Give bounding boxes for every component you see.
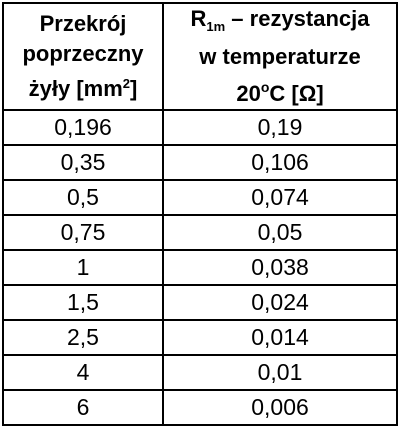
header-row: Przekrój poprzeczny żyły [mm2] R1m – rez…	[2, 2, 398, 111]
resistance-table: Przekrój poprzeczny żyły [mm2] R1m – rez…	[2, 2, 398, 426]
cell-resistance: 0,006	[162, 389, 398, 426]
cell-resistance: 0,05	[162, 214, 398, 251]
header-resistance: R1m – rezystancja w temperaturze 20oC [Ω…	[162, 2, 398, 111]
table-row: 2,5 0,014	[2, 319, 398, 356]
cell-cross-section: 1,5	[2, 284, 164, 321]
header-cross-section: Przekrój poprzeczny żyły [mm2]	[2, 2, 164, 111]
header-resistance-line1: R1m – rezystancja	[164, 4, 396, 42]
table-row: 0,35 0,106	[2, 144, 398, 181]
cell-resistance: 0,024	[162, 284, 398, 321]
header-resistance-line3: 20oC [Ω]	[164, 72, 396, 109]
header-resistance-temp-pre: 20	[236, 81, 261, 106]
table-row: 4 0,01	[2, 354, 398, 391]
table-row: 1,5 0,024	[2, 284, 398, 321]
cell-resistance: 0,19	[162, 109, 398, 146]
header-cross-section-line2: poprzeczny	[22, 41, 144, 66]
cell-cross-section: 2,5	[2, 319, 164, 356]
table-row: 6 0,006	[2, 389, 398, 426]
cell-resistance: 0,038	[162, 249, 398, 286]
header-resistance-degree: o	[260, 79, 270, 95]
header-resistance-subscript: 1m	[206, 19, 226, 34]
cell-resistance: 0,106	[162, 144, 398, 181]
header-cross-section-line3: żyły [mm2]	[4, 69, 162, 104]
cell-cross-section: 0,75	[2, 214, 164, 251]
cell-cross-section: 0,35	[2, 144, 164, 181]
header-resistance-symbol: R	[190, 6, 207, 31]
table-row: 0,5 0,074	[2, 179, 398, 216]
cell-cross-section: 1	[2, 249, 164, 286]
header-resistance-label: – rezystancja	[225, 6, 370, 31]
cell-resistance: 0,074	[162, 179, 398, 216]
table-row: 0,196 0,19	[2, 109, 398, 146]
table-row: 0,75 0,05	[2, 214, 398, 251]
cell-cross-section: 0,196	[2, 109, 164, 146]
header-resistance-temp-post: C [Ω]	[269, 81, 324, 106]
header-cross-section-unit-post: ]	[130, 76, 138, 101]
cell-cross-section: 4	[2, 354, 164, 391]
header-cross-section-line1: Przekrój	[39, 11, 127, 36]
cell-resistance: 0,01	[162, 354, 398, 391]
header-cross-section-unit-pre: żyły [mm	[28, 76, 123, 101]
header-cross-section-unit-sup: 2	[122, 76, 131, 91]
cell-resistance: 0,014	[162, 319, 398, 356]
table-row: 1 0,038	[2, 249, 398, 286]
cell-cross-section: 0,5	[2, 179, 164, 216]
header-resistance-line2: w temperaturze	[199, 44, 361, 69]
cell-cross-section: 6	[2, 389, 164, 426]
